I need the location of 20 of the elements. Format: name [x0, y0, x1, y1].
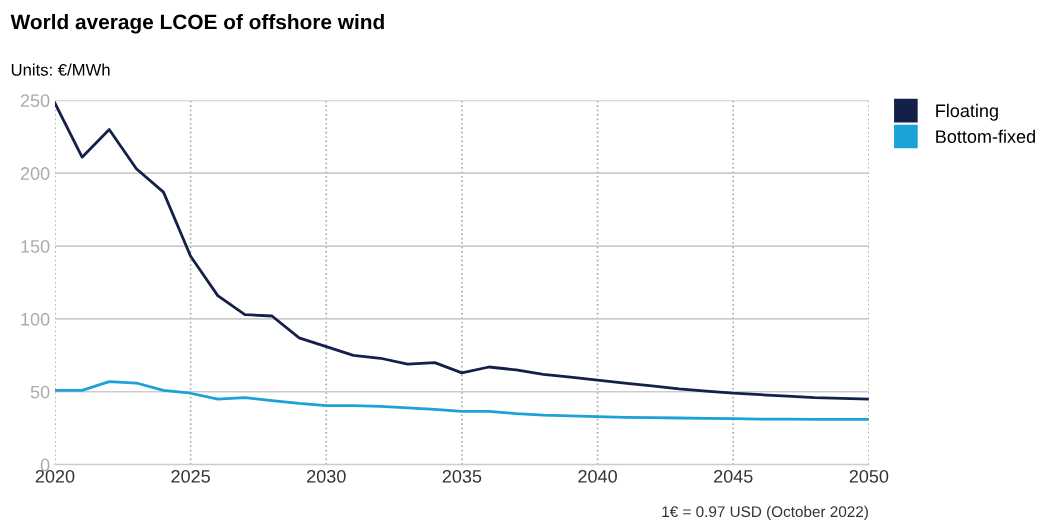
x-tick-label: 2020: [35, 469, 75, 483]
line-series: [54, 380, 869, 421]
y-tick-label: 200: [20, 167, 50, 180]
y-tick-label: 50: [30, 385, 50, 399]
y-tick-label: 150: [21, 239, 50, 253]
line-series: [54, 101, 869, 401]
x-tick-label: 2045: [714, 469, 753, 483]
chart-title: World average LCOE of offshore wind: [10, 14, 384, 34]
legend-label: Floating: [936, 103, 998, 121]
x-tick-label: 2040: [578, 469, 617, 483]
x-tick-label: 2025: [171, 469, 210, 483]
x-tick-label: 2030: [307, 469, 346, 483]
y-tick-label: 0: [40, 458, 50, 472]
x-tick-label: 2035: [442, 469, 482, 483]
y-tick-label: 100: [21, 312, 50, 326]
x-tick-label: 2050: [849, 469, 889, 483]
text: 1€ = 0.97 USD (October 2022): [662, 505, 868, 521]
y-tick-label: 250: [20, 94, 50, 108]
legend-label: Bottom-fixed: [936, 129, 1035, 143]
chart-subtitle: Units: €/MWh: [11, 63, 110, 76]
